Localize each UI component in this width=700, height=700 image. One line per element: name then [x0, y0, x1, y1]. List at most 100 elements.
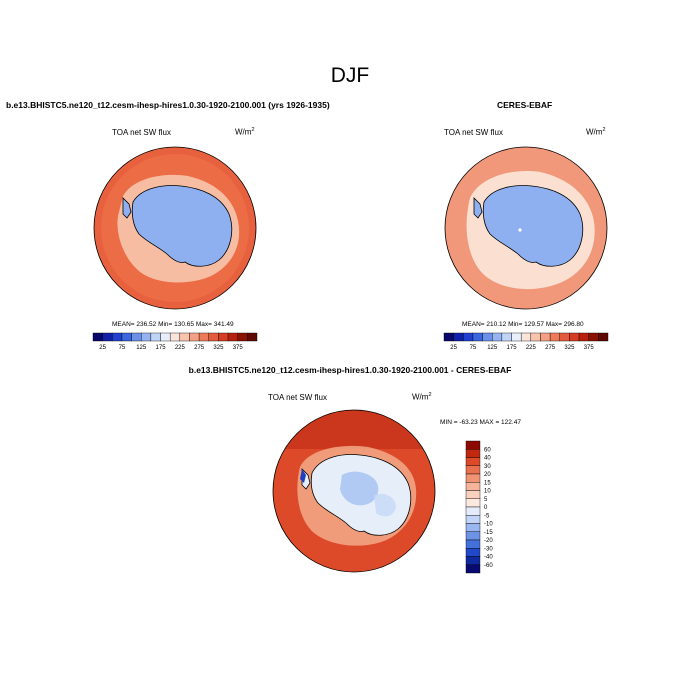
panel-3-colorbar-swatch: [465, 548, 481, 557]
panel-2-colorbar-tick-label: 275: [545, 345, 556, 351]
panel-3-colorbar-tick-label: 0: [484, 505, 488, 511]
panel-2-colorbar-tick-label: 325: [564, 345, 575, 351]
panel-1-colorbar-swatch: [227, 332, 238, 342]
panel-3-variable-label: TOA net SW flux: [268, 393, 327, 402]
panel-3-colorbar-tick-label: -30: [484, 546, 493, 552]
panel-3-colorbar-tick-label: 20: [484, 472, 491, 478]
panel-1-colorbar-swatch: [121, 332, 132, 342]
panel-3-units: W/m2: [412, 392, 432, 402]
panel-2-colorbar-swatch: [569, 332, 580, 342]
panel-3-colorbar-swatch: [465, 506, 481, 516]
panel-2-stats: MEAN= 210.12 Min= 129.57 Max= 296.80: [462, 321, 584, 328]
panel-3-colorbar-tick-label: -15: [484, 530, 493, 536]
panel-3-colorbar-swatch: [465, 449, 481, 458]
panel-2-colorbar-swatch: [463, 332, 474, 342]
panel-3-colorbar-swatch: [465, 523, 481, 532]
panel-2-colorbar-tick-label: 175: [507, 345, 518, 351]
figure-title: DJF: [330, 64, 370, 87]
panel-2-colorbar-swatch: [482, 332, 493, 342]
panel-1-colorbar-tick-label: 25: [99, 345, 106, 351]
panel-3-colorbar-swatch: [465, 498, 481, 508]
panel-1-colorbar-tick-label: 375: [233, 345, 244, 351]
panel-1-colorbar: 25 75 125 175 225 275 325 375: [92, 332, 258, 351]
panel-3-colorbar-tick-label: -40: [484, 555, 493, 561]
panel-1-colorbar-tick-label: 75: [119, 345, 126, 351]
panel-2-colorbar-tick-label: 225: [526, 345, 537, 351]
panel-2-colorbar-swatch: [598, 332, 609, 342]
panel-2-colorbar-swatch: [443, 332, 454, 342]
panel-2-colorbar-swatch: [501, 332, 512, 342]
panel-1-colorbar-swatch: [179, 332, 190, 342]
panel-1-colorbar-tick-label: 125: [136, 345, 147, 351]
panel-1-variable-label: TOA net SW flux: [112, 128, 171, 137]
panel-2-units: W/m2: [586, 127, 606, 137]
panel-3-colorbar-tick-label: 30: [484, 464, 491, 470]
panel-3-colorbar-swatch: [465, 490, 481, 499]
panel-1-colorbar-swatch: [247, 332, 258, 342]
panel-2-colorbar-swatch: [540, 332, 551, 342]
panel-1-colorbar-swatch: [169, 332, 181, 342]
panel-1-colorbar-swatch: [131, 332, 142, 342]
panel-3-colorbar-tick-label: -60: [484, 563, 493, 569]
panel-3-stats: MIN = -63.23 MAX = 122.47: [440, 419, 521, 426]
panel-3-colorbar-swatch: [465, 556, 481, 565]
panel-2-antarctica: [473, 185, 584, 267]
panel-2-colorbar-swatch: [530, 332, 541, 342]
panel-1-colorbar-swatch: [141, 332, 152, 342]
panel-3-colorbar-tick-label: 15: [484, 480, 491, 486]
panel-3-colorbar-swatch: [465, 564, 481, 574]
panel-2-variable-label: TOA net SW flux: [444, 128, 503, 137]
panel-3-colorbar-swatch: [465, 482, 481, 491]
panel-3-colorbar-tick-label: 40: [484, 456, 491, 462]
panel-1-colorbar-swatch: [112, 332, 123, 342]
panel-1-colorbar-swatch: [189, 332, 200, 342]
panel-1-title: b.e13.BHISTC5.ne120_t12.cesm-ihesp-hires…: [6, 100, 330, 110]
panel-1-colorbar-tick-label: 225: [175, 345, 186, 351]
panel-2-colorbar-tick-label: 125: [487, 345, 498, 351]
panel-3-colorbar-swatch: [465, 465, 481, 475]
panel-1-colorbar-swatch: [102, 332, 113, 342]
panel-2-colorbar-tick-label: 75: [470, 345, 477, 351]
panel-2-colorbar-swatch: [578, 332, 589, 342]
panel-2-colorbar-swatch: [520, 332, 532, 342]
panel-2-colorbar-swatch: [453, 332, 464, 342]
panel-3-colorbar-swatch: [465, 539, 481, 549]
panel-3-colorbar-swatch: [465, 473, 481, 483]
panel-3-colorbar-tick-label: 5: [484, 497, 488, 503]
panel-3-map: [272, 409, 436, 573]
panel-1-units: W/m2: [235, 127, 255, 137]
panel-1-colorbar-swatch: [150, 332, 161, 342]
panel-2-title: CERES-EBAF: [497, 100, 553, 110]
panel-1-map: [93, 146, 257, 310]
panel-2-colorbar-swatch: [472, 332, 483, 342]
panel-3-colorbar-swatch: [465, 457, 481, 466]
panel-3-colorbar-swatch: [465, 531, 481, 541]
panel-1-colorbar-swatch: [208, 332, 219, 342]
panel-2-colorbar-swatch: [588, 332, 599, 342]
panel-1-antarctica: [122, 185, 233, 267]
panel-1-colorbar-swatch: [92, 332, 103, 342]
panel-3-colorbar-tick-label: -20: [484, 538, 493, 544]
panel-1-colorbar-tick-label: 175: [156, 345, 167, 351]
panel-3-colorbar-tick-label: 10: [484, 489, 491, 495]
panel-3-colorbar-swatch: [465, 440, 481, 450]
panel-2-colorbar-tick-label: 25: [450, 345, 457, 351]
panel-3-colorbar: 60 40 30 20 15 10 5 0 -5 -10 -15 -20 -30 -40 -60: [465, 440, 493, 574]
panel-3-colorbar-tick-label: -5: [484, 513, 490, 519]
panel-1-colorbar-swatch: [160, 332, 171, 342]
panel-3-colorbar-tick-label: -10: [484, 522, 493, 528]
panel-1-colorbar-tick-label: 325: [213, 345, 224, 351]
panel-2-colorbar-swatch: [549, 332, 560, 342]
panel-3-colorbar-tick-label: 60: [484, 447, 491, 453]
panel-2-colorbar-tick-label: 375: [584, 345, 595, 351]
panel-1-stats: MEAN= 236.52 Min= 130.65 Max= 341.49: [112, 321, 234, 328]
panel-2-colorbar: 25 75 125 175 225 275 325 375: [443, 332, 609, 351]
panel-1-colorbar-swatch: [237, 332, 248, 342]
panel-3-title: b.e13.BHISTC5.ne120_t12.cesm-ihesp-hires…: [188, 365, 512, 375]
panel-2-colorbar-swatch: [559, 332, 570, 342]
panel-1-colorbar-swatch: [198, 332, 209, 342]
panel-1-colorbar-tick-label: 275: [194, 345, 205, 351]
panel-1-colorbar-swatch: [218, 332, 229, 342]
panel-2-colorbar-swatch: [492, 332, 503, 342]
panel-2-map: [444, 146, 608, 310]
